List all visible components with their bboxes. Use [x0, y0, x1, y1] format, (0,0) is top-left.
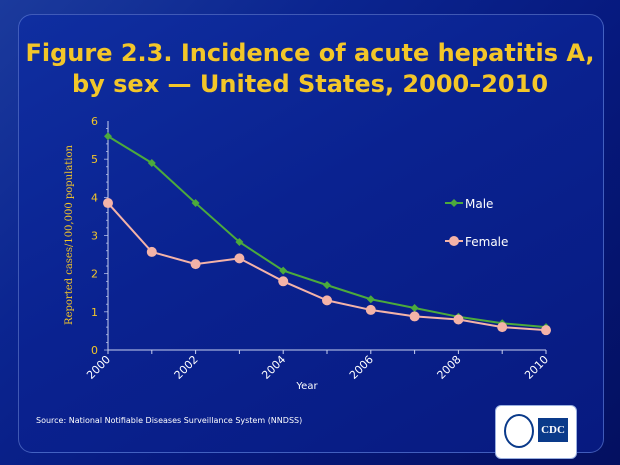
- y-axis-label: Reported cases/100,000 population: [64, 144, 75, 324]
- hhs-eagle-icon: [504, 414, 534, 448]
- data-point-male: [410, 304, 419, 313]
- data-point-male: [235, 237, 244, 246]
- source-note: Source: National Notifiable Diseases Sur…: [36, 416, 303, 425]
- x-axis-label: Year: [295, 381, 318, 392]
- data-point-female: [190, 259, 201, 270]
- title-line-2: by sex — United States, 2000–2010: [71, 70, 549, 98]
- legend-marker-female: [449, 236, 459, 246]
- x-tick-label: 2010: [522, 353, 551, 382]
- data-point-female: [146, 246, 157, 257]
- data-point-female: [322, 295, 332, 306]
- x-tick-label: 2004: [259, 353, 288, 382]
- x-tick-label: 2006: [347, 353, 376, 382]
- series-line-female: [107, 202, 547, 332]
- x-tick-label: 2002: [172, 353, 201, 382]
- y-tick-label: 5: [91, 153, 98, 166]
- legend-label-male: Male: [465, 197, 493, 211]
- data-point-male: [279, 266, 288, 275]
- legend-marker-male: [450, 199, 458, 207]
- chart-title: Figure 2.3. Incidence of acute hepatitis…: [0, 38, 620, 100]
- data-point-male: [104, 132, 112, 141]
- y-tick-label: 2: [91, 268, 98, 281]
- x-tick-label: 2000: [84, 353, 113, 382]
- x-tick-label: 2008: [435, 353, 464, 382]
- data-point-male: [191, 199, 200, 208]
- data-point-female: [409, 311, 420, 322]
- cdc-logo-text: CDC: [538, 418, 568, 442]
- data-point-male: [366, 295, 375, 304]
- data-point-female: [278, 276, 289, 287]
- y-tick-label: 0: [91, 344, 98, 357]
- data-point-male: [147, 158, 156, 167]
- y-tick-label: 6: [91, 115, 98, 128]
- data-point-female: [541, 325, 551, 336]
- y-tick-label: 1: [91, 306, 98, 319]
- data-point-female: [234, 253, 245, 264]
- data-point-female: [365, 304, 376, 315]
- data-point-female: [497, 322, 508, 333]
- slide-frame: [18, 14, 604, 453]
- data-point-female: [453, 314, 464, 325]
- data-point-male: [323, 281, 331, 290]
- y-tick-label: 4: [91, 191, 98, 204]
- legend-label-female: Female: [465, 235, 508, 249]
- cdc-logo: CDC: [495, 405, 577, 459]
- title-line-1: Figure 2.3. Incidence of acute hepatitis…: [25, 39, 595, 67]
- data-point-female: [103, 198, 113, 209]
- y-tick-label: 3: [91, 230, 98, 243]
